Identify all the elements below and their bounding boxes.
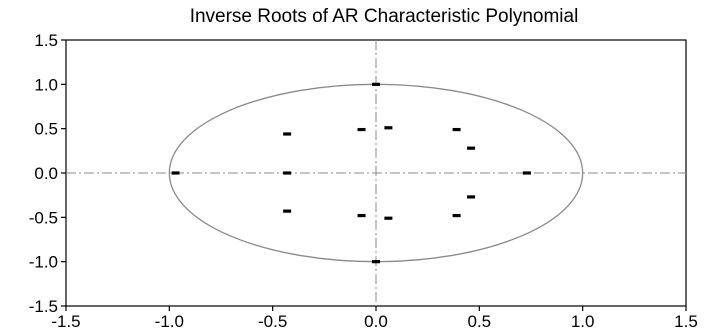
x-tick-label: 1.0 [571,312,595,331]
y-tick-label: 0.0 [34,164,58,183]
chart-title: Inverse Roots of AR Characteristic Polyn… [190,6,579,27]
root-point [384,126,393,130]
root-point [372,82,380,86]
x-tick-label: -1.5 [51,312,80,331]
x-tick-label: -1.0 [155,312,184,331]
root-point [452,127,461,132]
y-tick-label: -1.5 [29,297,58,316]
root-point [522,171,531,175]
root-point [452,213,461,218]
plot-area: -1.5 -1.0 -0.5 0.0 0.5 1.0 1.5 1.5 1.0 0.5 0.0 -0.5… [29,31,698,331]
root-point [283,209,292,213]
y-tick-label: -1.0 [29,253,58,272]
x-tick-label: 0.0 [364,312,388,331]
y-tick-label: -0.5 [29,208,58,227]
y-tick-label: 0.5 [34,120,58,139]
x-tick-label: -0.5 [258,312,287,331]
root-point [372,260,380,264]
root-point [283,171,292,175]
root-point [467,146,476,150]
root-point [171,171,180,175]
root-point [467,195,476,199]
y-tick-label: 1.0 [34,75,58,94]
y-tick-label: 1.5 [34,31,58,50]
x-tick-label: 0.5 [468,312,492,331]
root-point [357,127,366,132]
x-tick-label: 1.5 [674,312,698,331]
root-point [384,216,393,220]
root-point [283,132,292,136]
root-point [357,213,366,218]
